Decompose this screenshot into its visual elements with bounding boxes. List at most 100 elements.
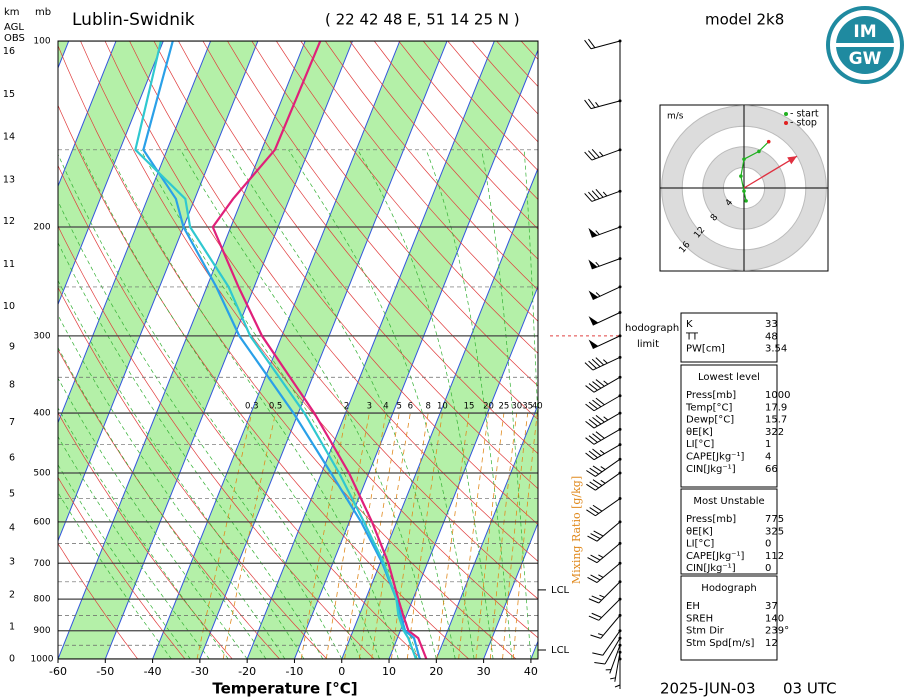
table-label: PW[cm] <box>686 344 725 355</box>
height-tick-label: 12 <box>3 216 15 227</box>
wind-barb <box>584 98 622 110</box>
x-tick-label: 40 <box>524 665 538 678</box>
table-value: 1000 <box>765 390 790 401</box>
moist-adiabat <box>523 149 538 431</box>
barb-staff <box>609 645 621 674</box>
height-tick-label: 14 <box>3 131 15 142</box>
height-tick-label: 11 <box>3 259 15 270</box>
moist-adiabat <box>58 314 286 659</box>
barb-staff <box>593 428 621 445</box>
height-ref: AGL <box>4 22 24 33</box>
moist-adiabat <box>180 149 437 659</box>
logo: IM GW <box>826 6 904 84</box>
hodograph-limit-label: limit <box>637 339 659 350</box>
table-value: 0 <box>765 563 771 574</box>
logo-band <box>836 43 894 47</box>
y-tick-label: 700 <box>33 559 50 569</box>
logo-text: GW <box>849 49 882 69</box>
barb-line <box>588 150 596 160</box>
wind-barb <box>584 188 622 202</box>
height-tick-label: 2 <box>9 590 15 601</box>
hodograph-point <box>739 174 743 178</box>
barb-line <box>591 595 602 601</box>
barb-line <box>595 261 600 267</box>
barb-dot <box>618 643 622 647</box>
table-label: K <box>686 319 693 330</box>
table-value: 775 <box>765 514 784 525</box>
mixing-ratio-label: 20 <box>483 402 494 412</box>
y-tick-label: 900 <box>33 626 50 636</box>
wind-barb <box>614 657 622 689</box>
barb-staff <box>595 472 621 491</box>
wind-barb <box>605 643 622 674</box>
table-label: CIN[Jkg⁻¹] <box>686 563 736 574</box>
table-value: 1 <box>765 439 771 450</box>
table-title: Hodograph <box>701 583 756 594</box>
barb-line <box>592 652 603 656</box>
legend-label: - stop <box>790 118 817 129</box>
moist-adiabat <box>58 153 362 659</box>
height-tick-label: 0 <box>9 654 15 665</box>
barb-line <box>591 148 600 158</box>
y-tick-label: 100 <box>33 37 50 47</box>
mixing-ratio-label: 5 <box>397 402 402 412</box>
barb-staff <box>593 376 621 393</box>
barb-staff <box>591 190 621 202</box>
barb-line <box>590 533 601 540</box>
wind-barb <box>585 427 622 445</box>
barb-dot <box>618 334 622 338</box>
barb-line <box>588 98 596 108</box>
moist-adiabat <box>357 149 494 659</box>
mixing-ratio-label: 35 <box>522 402 533 412</box>
wind-barb <box>588 597 622 621</box>
barb-line <box>603 380 609 385</box>
table-value: 322 <box>765 427 784 438</box>
barb-dot <box>618 497 622 501</box>
y-tick-label: 1000 <box>31 655 54 665</box>
height-unit: km <box>4 7 20 18</box>
wind-barb <box>585 411 622 429</box>
barb-line <box>595 188 604 198</box>
profile-line <box>134 41 418 659</box>
barb-line <box>592 479 603 487</box>
table-label: SREH <box>686 613 713 624</box>
barb-staff <box>596 542 621 564</box>
barb-line <box>598 633 604 636</box>
barb-line <box>589 467 599 475</box>
barb-dot <box>618 39 622 43</box>
barb-line <box>591 190 600 200</box>
moist-adiabat <box>58 435 210 659</box>
barb-dot <box>618 411 622 415</box>
isotherm-band <box>152 41 448 659</box>
table-value: 3.54 <box>765 344 787 355</box>
hodograph-limit-label: hodograph <box>625 323 679 334</box>
barb-dot <box>618 541 622 545</box>
barb-line <box>588 38 596 49</box>
wind-barb <box>586 497 622 517</box>
table-value: 12 <box>765 638 778 649</box>
lcl-label: LCL <box>551 645 570 656</box>
plot-background <box>58 41 538 659</box>
isotherm <box>58 41 164 306</box>
dry-adiabat <box>58 286 328 659</box>
barb-line <box>587 577 598 583</box>
wind-barb <box>588 285 622 301</box>
barb-line <box>593 530 604 537</box>
y-tick-label: 800 <box>33 595 50 605</box>
moist-adiabat <box>58 377 248 659</box>
barb-dot <box>618 597 622 601</box>
wind-barb <box>588 311 622 326</box>
mixing-ratio-label: 40 <box>532 402 543 412</box>
barb-dot <box>618 189 622 193</box>
barb-line <box>585 452 595 461</box>
wind-barb <box>588 580 622 604</box>
isotherm <box>152 41 401 659</box>
barb-staff <box>595 458 621 477</box>
wind-barb <box>584 38 622 50</box>
mixing-ratio-label: 8 <box>425 402 430 412</box>
y-tick-label: 300 <box>33 331 50 341</box>
moist-adiabat <box>58 241 324 659</box>
barb-line <box>592 399 602 408</box>
barb-line <box>586 509 596 517</box>
hodograph-point <box>742 189 746 193</box>
